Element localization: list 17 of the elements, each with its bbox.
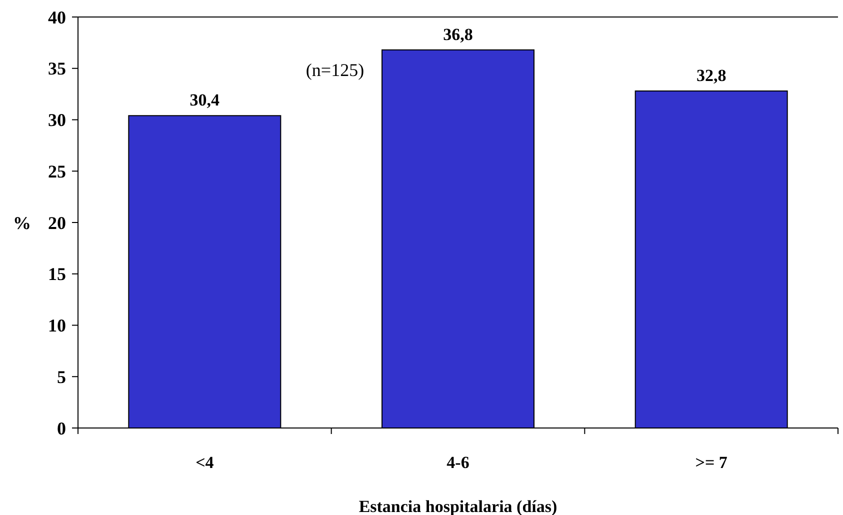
y-tick-label: 10: [48, 316, 66, 336]
y-tick-label: 25: [48, 161, 66, 182]
x-tick-label: <4: [196, 453, 214, 472]
y-tick-label: 0: [57, 418, 66, 438]
annotation: (n=125): [306, 60, 364, 80]
x-tick-label: 4-6: [446, 453, 470, 472]
x-tick-label: >= 7: [695, 453, 728, 472]
data-label: 32,8: [696, 66, 726, 85]
y-axis-title: %: [13, 212, 31, 233]
y-tick-label: 20: [48, 212, 66, 233]
y-tick-label: 5: [57, 366, 66, 387]
data-label: 30,4: [190, 90, 220, 110]
y-tick-label: 30: [48, 110, 66, 130]
y-tick-label: 15: [48, 264, 66, 284]
y-tick-label: 35: [48, 58, 66, 79]
y-tick-label: 40: [48, 7, 66, 28]
data-label: 36,8: [443, 24, 473, 44]
